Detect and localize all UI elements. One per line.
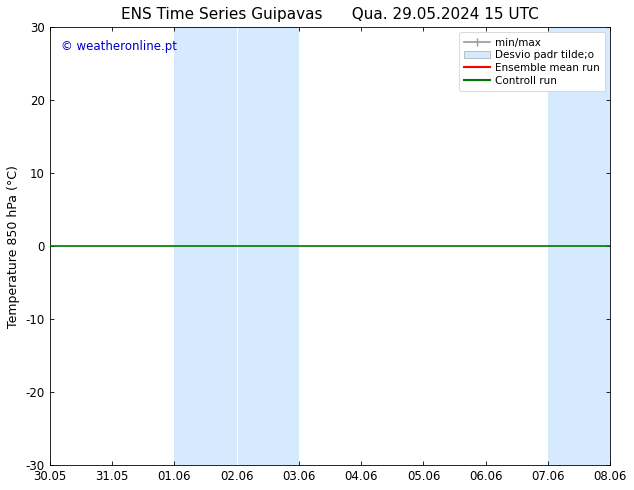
Legend: min/max, Desvio padr tilde;o, Ensemble mean run, Controll run: min/max, Desvio padr tilde;o, Ensemble m…: [459, 32, 605, 91]
Text: © weatheronline.pt: © weatheronline.pt: [61, 40, 177, 53]
Title: ENS Time Series Guipavas      Qua. 29.05.2024 15 UTC: ENS Time Series Guipavas Qua. 29.05.2024…: [121, 7, 539, 22]
Bar: [236, 27, 299, 465]
Bar: [174, 27, 236, 465]
Y-axis label: Temperature 850 hPa (°C): Temperature 850 hPa (°C): [7, 165, 20, 328]
Bar: [548, 27, 611, 465]
